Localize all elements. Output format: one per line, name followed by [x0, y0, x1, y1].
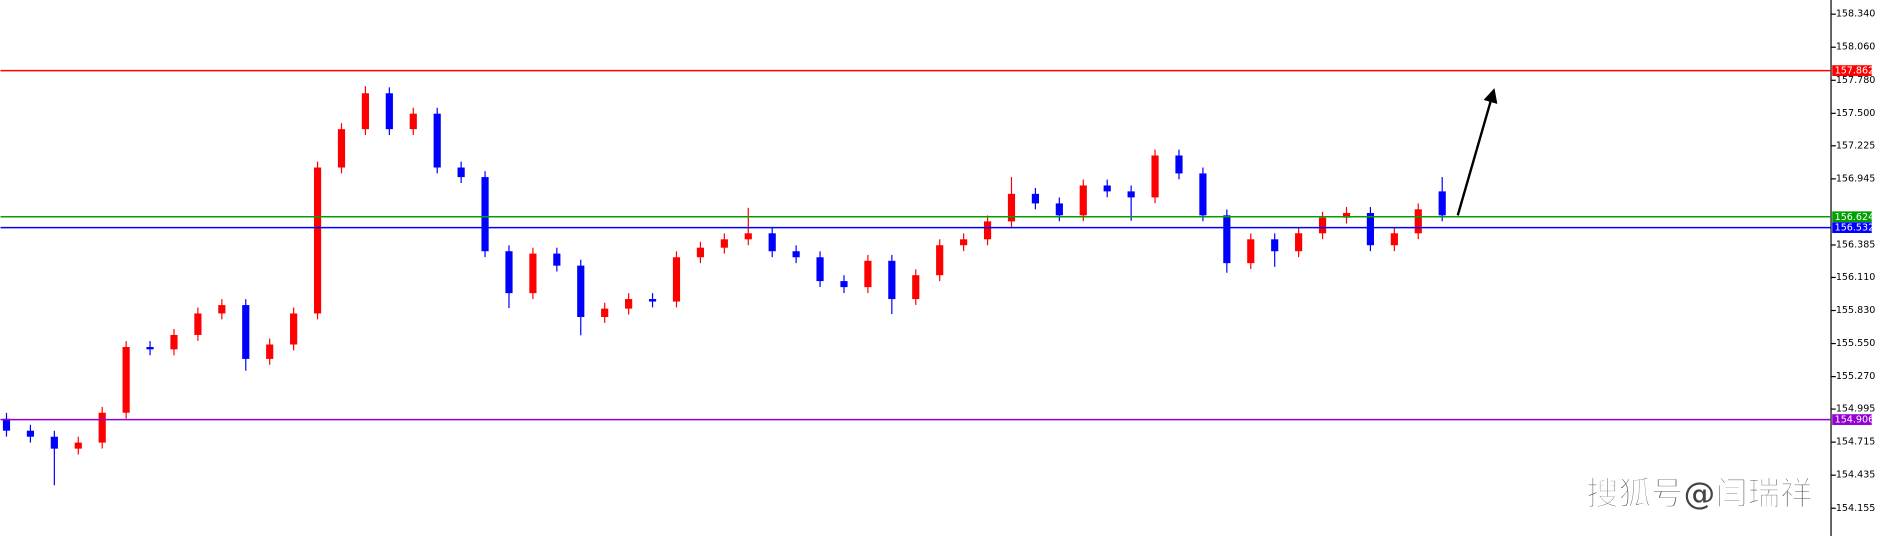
candle-body [266, 344, 274, 359]
y-tick-label: 157.500 [1836, 108, 1876, 119]
candle-body [672, 257, 681, 302]
candle-body [625, 299, 633, 309]
watermark: 搜狐号@闫瑞祥 [1586, 474, 1812, 512]
candle-body [983, 221, 992, 240]
candle-body [50, 436, 58, 449]
candle-body [337, 129, 346, 168]
trend-arrow [1456, 88, 1498, 216]
level-label: 156.624 [1835, 212, 1875, 223]
candle-body [170, 334, 178, 350]
candle-body [888, 260, 896, 300]
candle-body [696, 247, 704, 258]
level-label: 156.532 [1835, 223, 1875, 234]
y-tick-label: 158.060 [1836, 42, 1876, 53]
y-tick-label: 154.715 [1836, 437, 1876, 448]
candle-body [960, 239, 968, 246]
candle-body [1414, 209, 1422, 234]
candle-body [385, 93, 393, 130]
y-tick-label: 156.385 [1836, 239, 1876, 250]
candle-body [1175, 155, 1183, 174]
candle-body [1127, 191, 1135, 198]
candle-body [936, 245, 944, 276]
candle-body [529, 253, 537, 294]
y-tick-label: 157.780 [1836, 75, 1876, 86]
level-label-box [1832, 222, 1872, 234]
y-tick-label: 158.340 [1836, 9, 1876, 20]
plot-area: 158.340 158.060 157.780 157.500 157.225 156.9… [0, 9, 1876, 514]
y-tick-label: 154.155 [1836, 503, 1876, 514]
candle-body [1151, 155, 1159, 198]
candle-body [553, 253, 561, 266]
level-label-box [1832, 65, 1872, 76]
candle-body [864, 260, 872, 288]
candle-body [1031, 193, 1039, 204]
candle-body [1103, 185, 1111, 192]
candle-body [457, 167, 465, 178]
y-tick-label: 155.830 [1836, 305, 1876, 316]
candle-body [1438, 191, 1446, 216]
candle-body [577, 265, 585, 317]
candle-body [74, 442, 82, 449]
candle-body [26, 430, 34, 437]
candle-body [505, 251, 513, 294]
candle-body [792, 251, 800, 258]
candle-body [1390, 233, 1398, 246]
y-tick-label: 157.225 [1836, 140, 1876, 151]
candle-body [1342, 212, 1351, 218]
candle-body [481, 177, 489, 252]
candle-body [1079, 185, 1087, 216]
y-tick-label: 155.550 [1836, 338, 1876, 349]
candle-body [1007, 193, 1016, 222]
y-tick-label: 156.945 [1836, 173, 1876, 184]
candle-body [912, 275, 920, 300]
y-tick-label: 154.995 [1836, 404, 1876, 415]
candle-body [1318, 217, 1327, 234]
level-label-box [1832, 211, 1872, 223]
candle-body [361, 93, 369, 130]
candle-body [313, 167, 322, 314]
candle-body [768, 233, 776, 252]
candle-body [1055, 203, 1063, 216]
candle-body [242, 305, 250, 359]
candle-body [1199, 173, 1207, 216]
candle-body [146, 346, 154, 350]
candle-body [122, 346, 130, 413]
candle-body [1271, 239, 1279, 252]
candle-body [1295, 233, 1303, 252]
candle-body [720, 239, 728, 248]
candle-body [1247, 239, 1255, 264]
level-label: 154.906 [1835, 415, 1875, 426]
level-label-box [1832, 414, 1872, 425]
candle-body [840, 281, 848, 288]
candle-body [648, 299, 657, 302]
candle-body [98, 412, 106, 443]
y-tick-label: 156.110 [1836, 272, 1876, 283]
candle-body [2, 418, 11, 431]
candle-body [1223, 215, 1231, 264]
candle-body [601, 308, 609, 317]
y-tick-label: 155.270 [1836, 371, 1876, 382]
candle-body [218, 305, 226, 314]
candle-body [194, 313, 202, 335]
level-label: 157.862 [1835, 66, 1875, 77]
candle-body [744, 233, 752, 240]
candle-body [1366, 212, 1374, 246]
candle-body [433, 113, 441, 168]
candle-body [409, 113, 417, 130]
candle-body [290, 313, 298, 345]
y-tick-label: 154.435 [1836, 470, 1876, 481]
candle-body [816, 257, 824, 282]
